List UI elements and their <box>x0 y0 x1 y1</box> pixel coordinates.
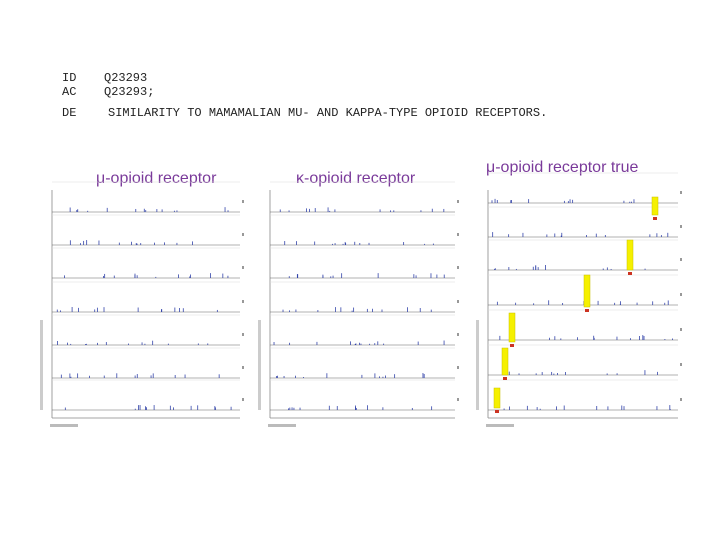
axis-caption <box>50 424 78 427</box>
row-tick <box>680 225 682 228</box>
highlight-bar <box>501 347 509 376</box>
highlight-bar <box>508 312 516 343</box>
ac-label: AC <box>62 85 76 99</box>
highlight-bar <box>583 274 591 308</box>
axis-caption <box>40 320 43 410</box>
row-tick <box>242 398 244 401</box>
de-label: DE <box>62 106 76 120</box>
row-tick <box>242 233 244 236</box>
row-tick <box>457 300 459 303</box>
axis-caption <box>476 320 479 410</box>
row-tick <box>457 200 459 203</box>
highlight-tag <box>495 410 499 413</box>
highlight-tag <box>503 377 507 380</box>
highlight-bar <box>493 387 501 409</box>
highlight-bar <box>626 239 634 271</box>
row-tick <box>457 333 459 336</box>
row-tick <box>680 363 682 366</box>
row-tick <box>242 200 244 203</box>
panel-title: μ-opioid receptor <box>96 170 217 187</box>
highlight-tag <box>628 272 632 275</box>
row-tick <box>242 266 244 269</box>
highlight-tag <box>585 309 589 312</box>
id-value: Q23293 <box>104 71 147 85</box>
row-tick <box>457 398 459 401</box>
de-value: SIMILARITY TO MAMAMALIAN MU- AND KAPPA-T… <box>108 106 547 120</box>
row-tick <box>457 266 459 269</box>
row-tick <box>680 293 682 296</box>
axis-caption <box>268 424 296 427</box>
panel-title: κ-opioid receptor <box>296 170 416 187</box>
row-tick <box>242 366 244 369</box>
ac-value: Q23293; <box>104 85 154 99</box>
row-tick <box>457 233 459 236</box>
highlight-tag <box>510 344 514 347</box>
row-tick <box>242 300 244 303</box>
row-tick <box>680 398 682 401</box>
id-label: ID <box>62 71 76 85</box>
axis-caption <box>258 320 261 410</box>
row-tick <box>242 333 244 336</box>
row-tick <box>680 258 682 261</box>
axis-caption <box>486 424 514 427</box>
highlight-tag <box>653 217 657 220</box>
row-tick <box>457 366 459 369</box>
highlight-bar <box>651 196 659 216</box>
row-tick <box>680 191 682 194</box>
row-tick <box>680 328 682 331</box>
panel-title: μ-opioid receptor true <box>486 159 639 176</box>
